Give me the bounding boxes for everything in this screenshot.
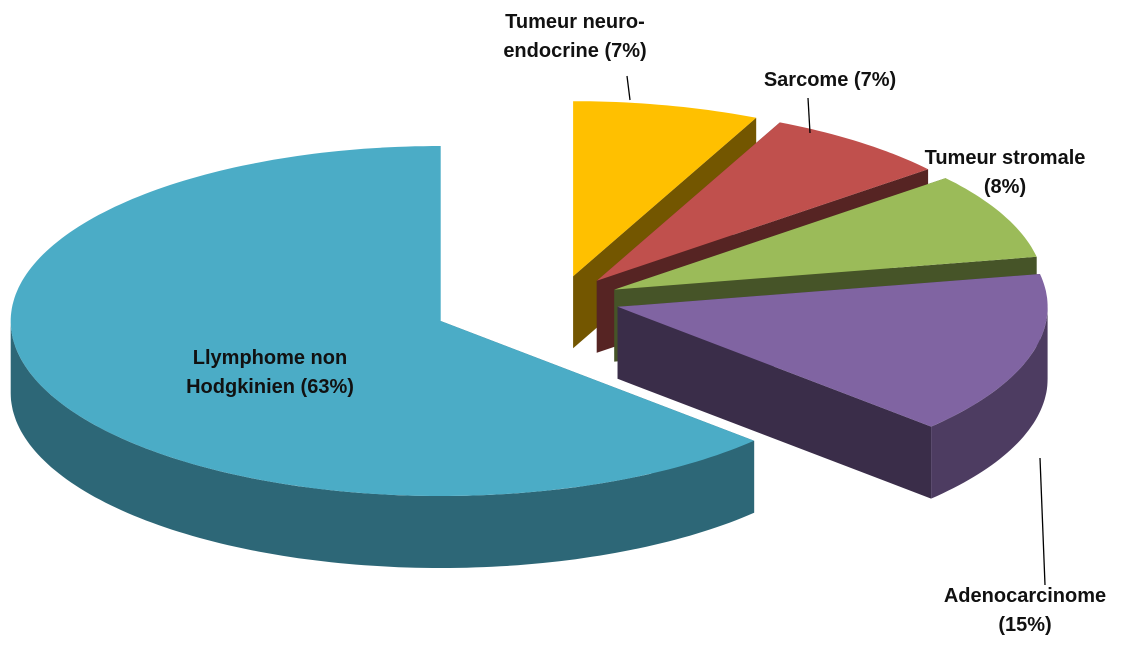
leader-line	[807, 97, 811, 134]
pie-slice	[573, 101, 757, 277]
category-name: Sarcome	[763, 69, 849, 91]
leader-lines	[626, 75, 1046, 586]
slice-label: Tumeur neuro-endocrine (7%)	[485, 8, 665, 66]
category-name: Tumeur neuro-endocrine	[503, 11, 645, 62]
category-name: Llymphome non Hodgkinien	[186, 347, 348, 398]
value-label: (63%)	[300, 376, 354, 398]
value-label: (8%)	[983, 176, 1027, 198]
slice-label: Llymphome non Hodgkinien (63%)	[160, 344, 380, 402]
leader-line	[1039, 457, 1046, 586]
value-label: (7%)	[604, 40, 647, 62]
pie-slice	[596, 122, 929, 281]
slice-tops	[10, 101, 1048, 496]
value-label: (7%)	[853, 69, 897, 91]
pie-slice	[10, 146, 755, 496]
category-name: Adenocarcinome	[943, 585, 1107, 607]
slice-cut-face	[617, 306, 932, 499]
pie-slice	[614, 178, 1037, 290]
slice-side	[931, 306, 1048, 499]
slice-label: Adenocarcinome (15%)	[920, 582, 1130, 640]
slice-label: Tumeur stromale (8%)	[905, 144, 1105, 202]
category-name: Tumeur stromale	[924, 147, 1086, 169]
pie-slice	[617, 274, 1048, 427]
slice-label: Sarcome (7%)	[730, 66, 930, 95]
leader-line	[626, 75, 631, 101]
slice-side	[10, 321, 755, 568]
value-label: (15%)	[998, 614, 1052, 636]
